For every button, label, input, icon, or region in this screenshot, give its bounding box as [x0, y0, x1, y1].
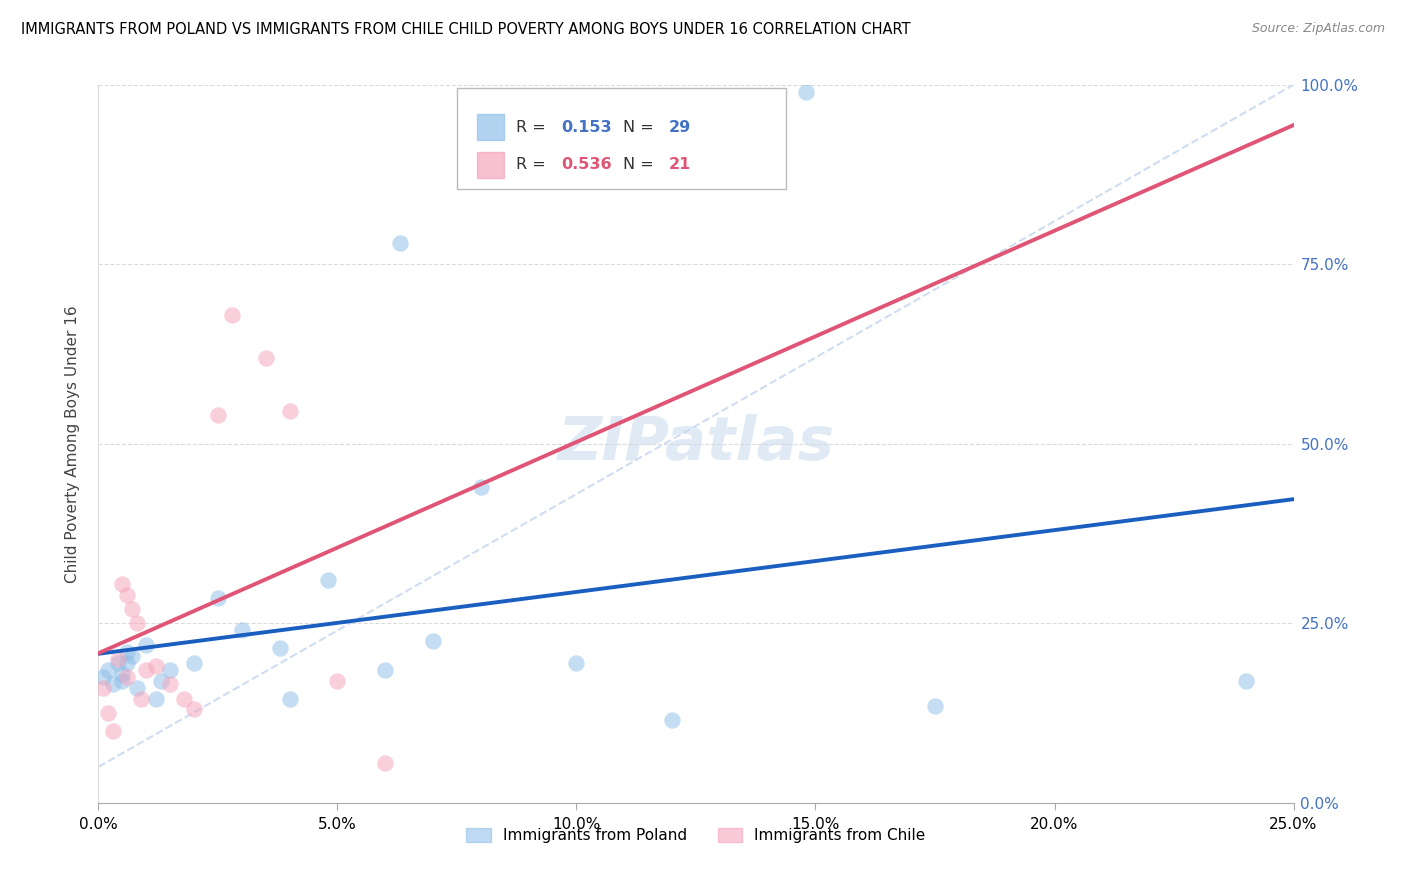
Point	[173, 691, 195, 706]
Point	[326, 673, 349, 688]
Point	[115, 670, 138, 684]
Point	[924, 698, 946, 713]
Point	[470, 480, 492, 494]
Text: ZIPatlas: ZIPatlas	[557, 414, 835, 474]
Point	[422, 634, 444, 648]
Point	[565, 656, 588, 670]
Point	[794, 85, 817, 99]
Point	[121, 602, 143, 616]
Point	[115, 645, 138, 659]
FancyBboxPatch shape	[477, 114, 503, 140]
Legend: Immigrants from Poland, Immigrants from Chile: Immigrants from Poland, Immigrants from …	[460, 822, 932, 849]
Text: N =: N =	[623, 157, 659, 172]
Point	[121, 648, 143, 663]
Point	[101, 724, 124, 739]
Point	[374, 756, 396, 771]
Point	[149, 673, 172, 688]
FancyBboxPatch shape	[457, 88, 786, 189]
Point	[135, 663, 157, 677]
Point	[183, 656, 205, 670]
Point	[278, 404, 301, 418]
Point	[91, 681, 114, 695]
Point	[125, 681, 148, 695]
Point	[107, 652, 129, 666]
Point	[183, 702, 205, 716]
Point	[107, 656, 129, 670]
Text: 21: 21	[668, 157, 690, 172]
Point	[316, 573, 339, 587]
Text: 0.153: 0.153	[561, 120, 612, 135]
Point	[97, 706, 120, 720]
Point	[231, 624, 253, 638]
Point	[91, 670, 114, 684]
Point	[159, 677, 181, 691]
Point	[111, 673, 134, 688]
Point	[661, 713, 683, 727]
Point	[115, 588, 138, 602]
Text: R =: R =	[516, 157, 550, 172]
Point	[269, 641, 291, 656]
Point	[207, 591, 229, 606]
Point	[374, 663, 396, 677]
Point	[388, 235, 411, 250]
Point	[207, 408, 229, 422]
Text: 0.536: 0.536	[561, 157, 612, 172]
Point	[1234, 673, 1257, 688]
Point	[278, 691, 301, 706]
Point	[159, 663, 181, 677]
Point	[221, 308, 243, 322]
Point	[115, 656, 138, 670]
FancyBboxPatch shape	[477, 152, 503, 178]
Point	[125, 616, 148, 631]
Text: IMMIGRANTS FROM POLAND VS IMMIGRANTS FROM CHILE CHILD POVERTY AMONG BOYS UNDER 1: IMMIGRANTS FROM POLAND VS IMMIGRANTS FRO…	[21, 22, 911, 37]
Point	[111, 576, 134, 591]
Point	[145, 659, 167, 673]
Point	[254, 351, 277, 365]
Text: 29: 29	[668, 120, 690, 135]
Text: Source: ZipAtlas.com: Source: ZipAtlas.com	[1251, 22, 1385, 36]
Point	[101, 677, 124, 691]
Point	[145, 691, 167, 706]
Point	[135, 638, 157, 652]
Text: N =: N =	[623, 120, 659, 135]
Y-axis label: Child Poverty Among Boys Under 16: Child Poverty Among Boys Under 16	[65, 305, 80, 582]
Text: R =: R =	[516, 120, 550, 135]
Point	[111, 666, 134, 681]
Point	[97, 663, 120, 677]
Point	[131, 691, 153, 706]
